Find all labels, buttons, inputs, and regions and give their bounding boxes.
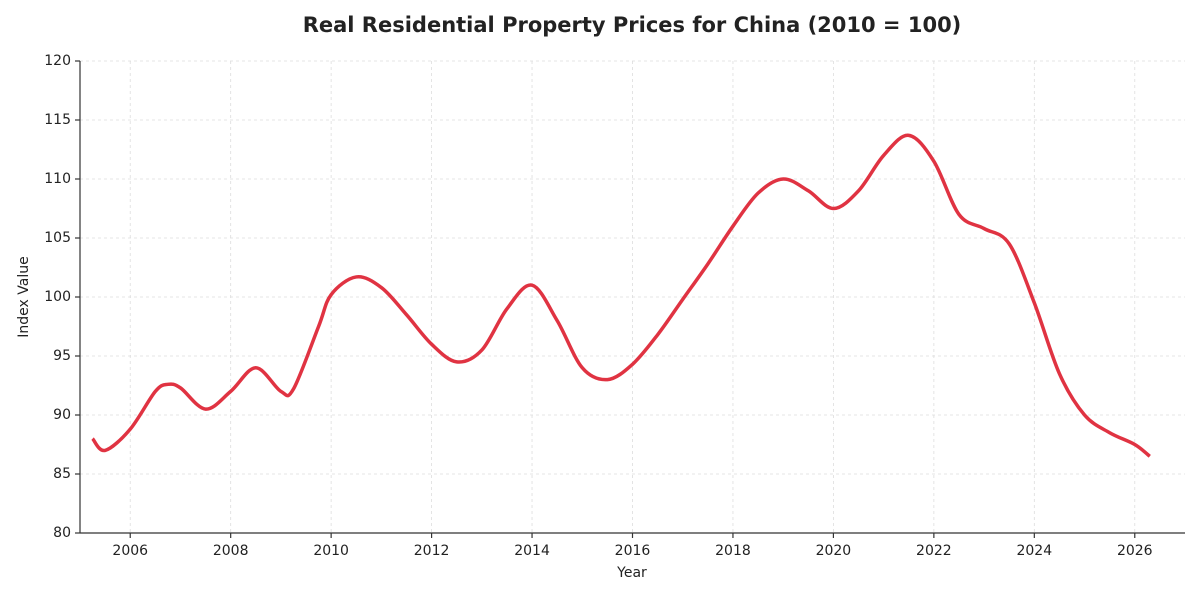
x-axis-label: Year xyxy=(616,565,647,581)
y-tick-label: 90 xyxy=(53,407,71,423)
x-tick-label: 2010 xyxy=(313,543,349,559)
x-tick-label: 2008 xyxy=(213,543,249,559)
chart-title: Real Residential Property Prices for Chi… xyxy=(303,13,962,37)
y-tick-label: 95 xyxy=(53,348,71,364)
x-tick-label: 2024 xyxy=(1016,543,1052,559)
y-tick-label: 120 xyxy=(44,53,71,69)
x-tick-label: 2016 xyxy=(615,543,651,559)
x-tick-label: 2022 xyxy=(916,543,952,559)
x-tick-label: 2018 xyxy=(715,543,751,559)
y-tick-label: 100 xyxy=(44,289,71,305)
y-tick-label: 110 xyxy=(44,171,71,187)
x-tick-label: 2020 xyxy=(816,543,852,559)
y-axis-label: Index Value xyxy=(16,256,32,337)
x-tick-label: 2014 xyxy=(514,543,550,559)
x-tick-label: 2006 xyxy=(112,543,148,559)
y-tick-label: 105 xyxy=(44,230,71,246)
x-tick-label: 2026 xyxy=(1117,543,1153,559)
y-tick-label: 80 xyxy=(53,525,71,541)
y-tick-label: 115 xyxy=(44,112,71,128)
x-tick-label: 2012 xyxy=(414,543,450,559)
y-tick-label: 85 xyxy=(53,466,71,482)
data-line xyxy=(91,133,1151,458)
